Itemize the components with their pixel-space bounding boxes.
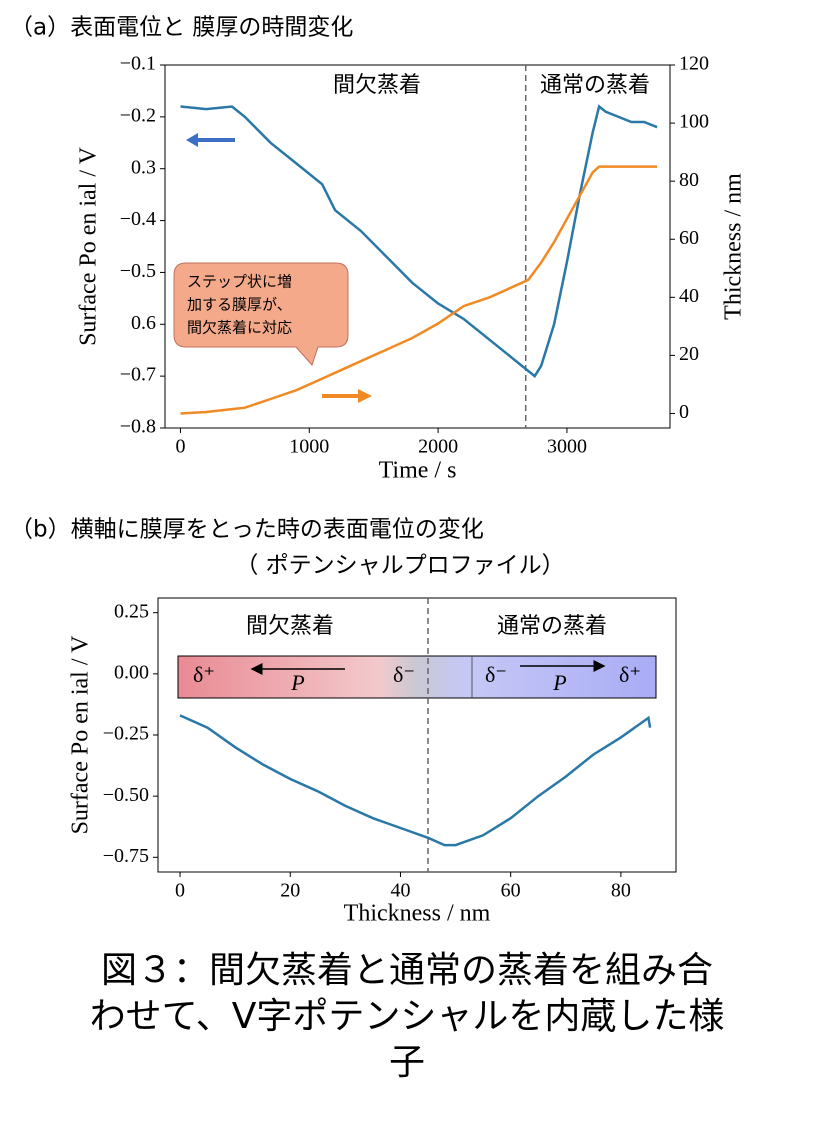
band-label: δ⁺ [619,662,641,687]
y2-tick-label: 80 [679,169,699,191]
y2-tick-label: 120 [679,53,709,75]
y-tick-label: −0.5 [120,260,156,282]
plot-frame [164,64,671,429]
x-tick-label: 2000 [418,436,458,458]
x-tick-label: 0 [175,436,185,458]
caption-line: 子 [389,1042,425,1083]
y-tick-label: −0.75 [103,845,149,867]
y-tick-label: 0.3 [131,156,156,178]
x-tick-label: 0 [175,880,185,902]
band-label: δ⁺ [193,662,215,687]
x-tick-label: 40 [390,880,410,902]
y2-tick-label: 20 [679,343,699,365]
band-label: P [290,670,304,695]
y-tick-label: −0.1 [120,53,156,75]
y-tick-label: −0.8 [120,416,156,438]
x-tick-label: 1000 [289,436,329,458]
callout-text: ステップ状に増 [187,273,292,291]
x-tick-label: 20 [280,880,300,902]
callout-text: 加する膜厚が、 [187,296,292,314]
x-tick-label: 60 [501,880,521,902]
caption-line: 図３：間欠蒸着と通常の蒸着を組み合 [101,950,713,991]
annotation: 間欠蒸着 [333,73,421,98]
y2-tick-label: 100 [679,111,709,133]
x-axis-label: Thickness / nm [344,901,491,927]
arrow-right-head [358,389,372,403]
x-tick-label: 80 [611,880,631,902]
x-axis-label: Time / s [379,458,457,484]
y-axis-label: Surface Po en ial / V [68,635,94,835]
y-tick-label: 0.25 [114,600,149,622]
arrow-left-head [186,133,198,147]
y2-tick-label: 60 [679,227,699,249]
annotation: 通常の蒸着 [497,614,607,639]
y-tick-label: −0.50 [103,784,149,806]
y2-tick-label: 0 [679,401,689,423]
y2-axis-label: Thickness / nm [721,173,747,320]
chart-subtitle: （ ポテンシャルプロファイル） [235,553,564,579]
y-tick-label: −0.25 [103,723,149,745]
y2-tick-label: 40 [679,285,699,307]
x-tick-label: 3000 [547,436,587,458]
band-label: P [552,670,566,695]
y-axis-label: Surface Po en ial / V [76,146,102,346]
series-line [180,104,658,378]
chart-title: （b）横軸に膜厚をとった時の表面電位の変化 [10,517,484,543]
annotation: 通常の蒸着 [540,73,650,98]
band-label: δ⁻ [393,662,415,687]
callout-box [173,262,349,366]
caption-line: わせて、V字ポテンシャルを内蔵した様 [90,996,725,1037]
polarization-band [177,655,657,699]
y-tick-label: 0.6 [131,312,156,334]
plot-frame [157,597,677,873]
series-line [180,165,658,415]
y-tick-label: −0.2 [120,104,156,126]
chart-title: （a）表面電位と 膜厚の時間変化 [10,15,353,41]
annotation: 間欠蒸着 [246,614,334,639]
y-tick-label: 0.00 [114,661,149,683]
y-tick-label: −0.7 [120,364,156,386]
callout-text: 間欠蒸着に対応 [187,319,292,337]
series-line [179,714,652,847]
band-label: δ⁻ [485,662,507,687]
y-tick-label: −0.4 [120,208,156,230]
